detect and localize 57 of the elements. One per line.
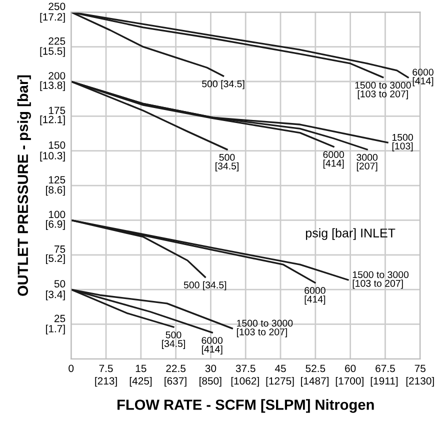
y-tick-label: 150 <box>48 141 66 149</box>
x2-tick-label: [637] <box>164 376 186 387</box>
y2-tick-label: [15.5] <box>40 47 65 57</box>
annotation: 1500 to 3000 [103 to 207] <box>352 271 409 289</box>
x-axis-title: FLOW RATE - SCFM [SLPM] Nitrogen <box>118 399 374 413</box>
y2-tick-label: [5.2] <box>46 254 65 264</box>
y-tick-label: 175 <box>48 106 66 114</box>
x-tick-label: 0 <box>68 364 74 372</box>
x-tick-label: 30 <box>205 364 216 372</box>
x2-tick-label: [425] <box>130 376 152 387</box>
x-tick-label: 75 <box>414 364 426 372</box>
x-tick-label: 52.5 <box>306 364 326 372</box>
x-tick-label: 15 <box>136 364 146 372</box>
annotation: 500 [34.5] <box>184 281 226 290</box>
y2-tick-label: [1.7] <box>46 324 65 334</box>
y2-tick-label: [13.8] <box>40 81 65 92</box>
x-tick-label: 37.5 <box>236 364 256 372</box>
y2-tick-label: [17.2] <box>40 12 65 23</box>
y-tick-label: 25 <box>54 314 66 322</box>
x-tick-label: 7.5 <box>99 364 113 372</box>
y2-axis-title: OUTLET PRESSURE - psig [bar] <box>17 75 31 296</box>
y2-tick-label: [6.9] <box>46 220 65 230</box>
x2-tick-label: [1275] <box>266 376 294 387</box>
x-tick-label: 45 <box>274 364 286 372</box>
x2-tick-label: [1911] <box>370 376 398 387</box>
y-tick-label: 250 <box>48 2 66 10</box>
y2-tick-label: [10.3] <box>40 152 65 162</box>
y-tick-label: 125 <box>48 176 66 184</box>
y-tick-label: 225 <box>48 37 66 45</box>
annotation: 500 [34.5] <box>162 331 185 349</box>
y-tick-label: 50 <box>54 280 66 288</box>
annotation: 6000 [414] <box>202 336 223 355</box>
y2-tick-label: [8.6] <box>46 186 65 196</box>
x-tick-label: 60 <box>345 364 356 372</box>
x-tick-label: 22.5 <box>166 364 186 372</box>
annotation: 3000 [207] <box>356 154 378 172</box>
x2-tick-label: [213] <box>95 376 117 387</box>
annotation: 1500 [103] <box>392 134 413 152</box>
annotation: 6000 [414] <box>304 287 326 305</box>
y2-tick-label: [3.4] <box>46 290 65 300</box>
annotation: 6000 [414] <box>323 151 344 169</box>
annotation: 500 [34.5] <box>216 154 238 172</box>
annotation: 1500 to 3000 [103 to 207] <box>355 82 411 100</box>
annotation: 6000 [414] <box>412 68 434 86</box>
annotation: 500 [34.5] <box>202 80 244 90</box>
x2-tick-label: [1700] <box>336 376 364 387</box>
x2-tick-label: [1062] <box>231 376 259 387</box>
y-tick-label: 100 <box>48 210 66 218</box>
x2-tick-label: [1487] <box>301 376 329 387</box>
annotation: psig [bar] INLET <box>306 228 396 240</box>
x2-tick-label: [850] <box>200 376 222 387</box>
y2-tick-label: [12.1] <box>40 116 65 126</box>
y-tick-label: 200 <box>48 72 66 80</box>
annotation: 1500 to 3000 [103 to 207] <box>236 320 293 338</box>
y-tick-label: 75 <box>54 246 66 253</box>
x2-tick-label: [2130] <box>406 376 434 387</box>
x-tick-label: 67.5 <box>376 364 395 372</box>
